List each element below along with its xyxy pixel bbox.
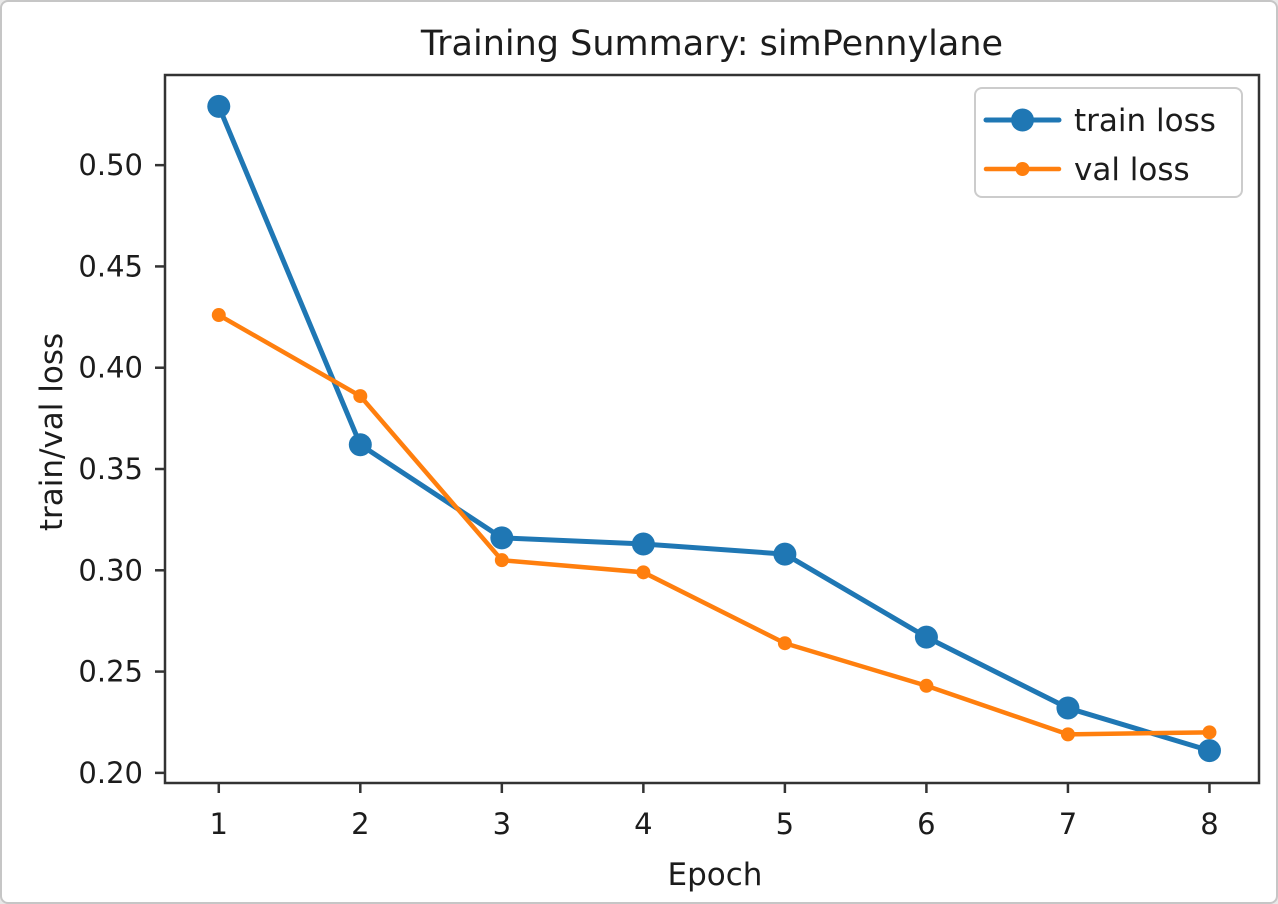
- y-tick-label: 0.35: [78, 452, 143, 486]
- x-tick-label: 7: [1059, 807, 1077, 841]
- data-point-val-loss-epoch-7: [1060, 727, 1075, 742]
- y-axis-label: train/val loss: [34, 333, 70, 531]
- series-line-train-loss: [216, 103, 1212, 754]
- data-point-val-loss-epoch-3: [494, 553, 509, 568]
- legend-samples: [983, 108, 1062, 176]
- x-tick-label: 8: [1200, 807, 1218, 841]
- series-line-val-loss: [216, 312, 1212, 737]
- x-axis-label: Epoch: [668, 857, 763, 893]
- legend-sample-marker-val-loss: [1015, 162, 1030, 176]
- x-tick-label: 2: [351, 807, 369, 841]
- y-tick-label: 0.20: [78, 756, 143, 790]
- y-tick-label: 0.40: [78, 351, 143, 385]
- legend-label-val-loss: val loss: [1074, 152, 1190, 188]
- data-point-train-loss-epoch-6: [914, 625, 938, 649]
- plot-area-border: [163, 73, 1261, 785]
- y-tick-label: 0.50: [78, 148, 143, 182]
- data-point-train-loss-epoch-5: [773, 542, 797, 566]
- data-point-train-loss-epoch-1: [207, 94, 231, 118]
- x-tick-label: 6: [917, 807, 935, 841]
- x-tick-label: 1: [210, 807, 228, 841]
- y-tick-label: 0.30: [78, 553, 143, 587]
- data-point-val-loss-epoch-1: [211, 308, 226, 323]
- y-axis-ticks: 0.20 0.25 0.30 0.35 0.40 0.45 0.50: [78, 148, 165, 790]
- y-tick-label: 0.45: [78, 249, 143, 283]
- data-point-train-loss-epoch-3: [490, 526, 514, 550]
- legend-label-train-loss: train loss: [1074, 103, 1216, 139]
- legend-sample-marker-train-loss: [1011, 108, 1034, 132]
- x-tick-label: 5: [776, 807, 794, 841]
- chart-title: Training Summary: simPennylane: [420, 24, 1003, 64]
- y-tick-label: 0.25: [78, 655, 143, 689]
- x-tick-label: 4: [634, 807, 652, 841]
- x-tick-label: 3: [493, 807, 511, 841]
- data-point-val-loss-epoch-4: [636, 565, 651, 580]
- data-series: [207, 94, 1221, 763]
- data-point-train-loss-epoch-8: [1197, 739, 1221, 763]
- data-point-train-loss-epoch-4: [631, 532, 655, 556]
- data-point-val-loss-epoch-8: [1202, 725, 1217, 740]
- data-point-val-loss-epoch-6: [919, 678, 934, 693]
- legend: train loss val loss: [974, 87, 1243, 198]
- data-point-val-loss-epoch-2: [353, 389, 368, 404]
- data-point-train-loss-epoch-7: [1056, 696, 1080, 720]
- x-axis-ticks: 1 2 3 4 5 6 7 8: [210, 783, 1219, 841]
- data-point-val-loss-epoch-5: [777, 636, 792, 651]
- data-point-train-loss-epoch-2: [348, 433, 372, 457]
